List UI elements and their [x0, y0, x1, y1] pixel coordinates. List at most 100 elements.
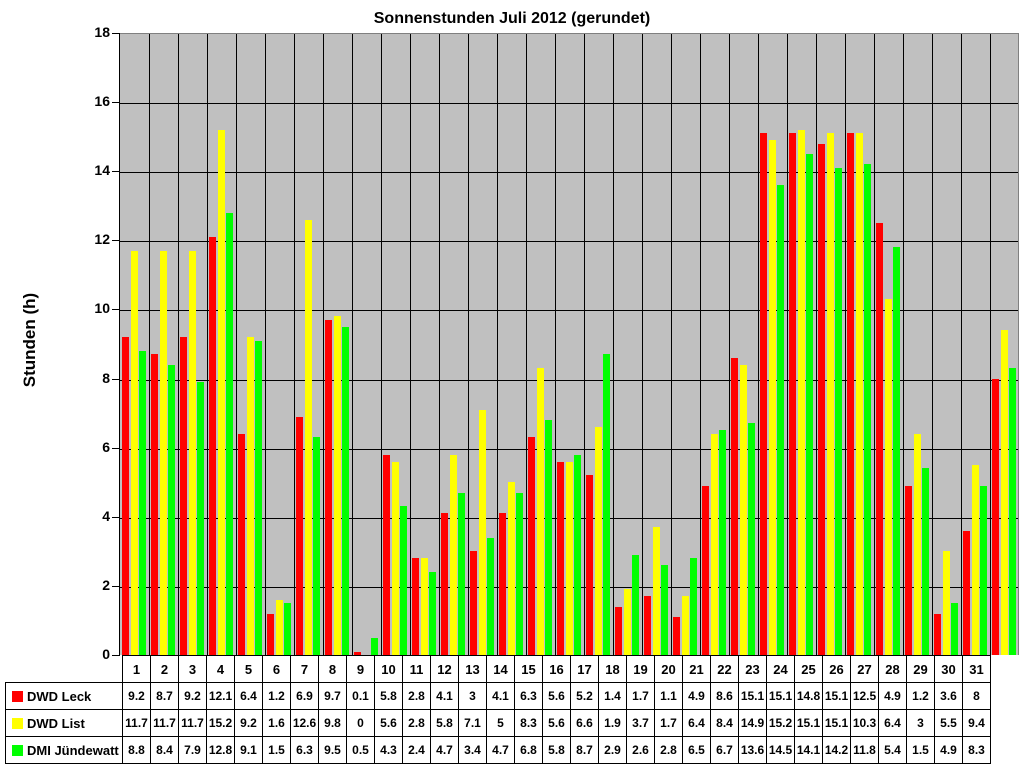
table-cell: 15.1	[822, 682, 851, 710]
day-label: 25	[794, 655, 823, 683]
day-label: 6	[262, 655, 291, 683]
bar-dmi-j-ndewatt	[690, 558, 698, 655]
day-label: 18	[598, 655, 627, 683]
table-cell: 15.2	[206, 709, 235, 737]
day-label: 8	[318, 655, 347, 683]
table-cell: 6.4	[234, 682, 263, 710]
table-cell: 12.1	[206, 682, 235, 710]
table-cell: 1.2	[262, 682, 291, 710]
bar-dmi-j-ndewatt	[458, 492, 466, 655]
bar-dwd-list	[188, 250, 196, 655]
table-cell: 9.2	[178, 682, 207, 710]
day-label: 30	[934, 655, 963, 683]
table-cell: 4.9	[934, 736, 963, 764]
table-cell: 6.5	[682, 736, 711, 764]
table-cell: 8.7	[150, 682, 179, 710]
day-label: 1	[122, 655, 151, 683]
y-axis-line	[119, 33, 120, 655]
day-label: 7	[290, 655, 319, 683]
table-cell: 8.3	[962, 736, 991, 764]
bar-dwd-list	[159, 250, 167, 655]
table-cell: 9.5	[318, 736, 347, 764]
bar-dwd-leck	[412, 558, 419, 655]
day-label: 2	[150, 655, 179, 683]
day-label: 3	[178, 655, 207, 683]
v-gridline	[816, 34, 817, 655]
day-label: 13	[458, 655, 487, 683]
bar-dwd-list	[710, 433, 718, 655]
table-cell: 1.5	[262, 736, 291, 764]
bar-dwd-leck	[818, 143, 825, 655]
table-cell: 3.6	[934, 682, 963, 710]
table-cell: 1.7	[654, 709, 683, 737]
bar-dwd-list	[565, 461, 573, 655]
y-tick-label: 16	[94, 93, 110, 110]
bar-dmi-j-ndewatt	[980, 485, 988, 655]
day-label: 9	[346, 655, 375, 683]
bar-dwd-list	[507, 482, 515, 655]
table-cell: 2.4	[402, 736, 431, 764]
table-cell: 15.2	[766, 709, 795, 737]
bar-dmi-j-ndewatt	[342, 326, 350, 655]
bar-dmi-j-ndewatt	[864, 164, 872, 655]
v-gridline	[845, 34, 846, 655]
bar-dmi-j-ndewatt	[835, 167, 843, 655]
table-cell: 8.6	[710, 682, 739, 710]
y-tick-mark	[112, 516, 120, 518]
bar-dmi-j-ndewatt	[400, 506, 408, 655]
day-label: 14	[486, 655, 515, 683]
table-cell: 8.8	[122, 736, 151, 764]
bar-dwd-list	[826, 133, 834, 655]
v-gridline	[932, 34, 933, 655]
bar-dmi-j-ndewatt	[951, 603, 959, 655]
table-cell: 4.9	[878, 682, 907, 710]
table-cell: 3.4	[458, 736, 487, 764]
bar-dmi-j-ndewatt	[313, 437, 321, 655]
bar-dmi-j-ndewatt	[487, 537, 495, 655]
table-cell: 6.3	[514, 682, 543, 710]
table-cell: 2.6	[626, 736, 655, 764]
table-cell: 8.3	[514, 709, 543, 737]
bar-dwd-leck	[557, 461, 564, 655]
bar-dwd-list	[275, 599, 283, 655]
table-cell: 11.7	[122, 709, 151, 737]
table-cell: 7.9	[178, 736, 207, 764]
v-gridline	[613, 34, 614, 655]
bar-dwd-leck	[876, 223, 883, 655]
bar-dwd-leck	[760, 133, 767, 655]
bar-dmi-j-ndewatt	[777, 185, 785, 655]
v-gridline	[178, 34, 179, 655]
table-cell: 14.5	[766, 736, 795, 764]
table-cell: 1.9	[598, 709, 627, 737]
y-tick-mark	[112, 171, 120, 173]
v-gridline	[758, 34, 759, 655]
plot-area	[120, 33, 1019, 655]
bar-dwd-list	[623, 589, 631, 655]
table-cell: 9.7	[318, 682, 347, 710]
bar-dmi-j-ndewatt	[545, 420, 553, 655]
table-cell: 14.9	[738, 709, 767, 737]
table-cell: 0	[346, 709, 375, 737]
table-cell: 5.6	[374, 709, 403, 737]
table-cell: 4.9	[682, 682, 711, 710]
table-cell: 15.1	[822, 709, 851, 737]
data-table: 1 2 3 4 5 6 7 8 9 10 11 12 13 14 15 16 17 18 19 20 21 22 23 24 2…	[5, 655, 991, 764]
table-cell: 6.9	[290, 682, 319, 710]
bar-dwd-list	[333, 316, 341, 655]
table-cell: 9.2	[234, 709, 263, 737]
v-gridline	[497, 34, 498, 655]
table-cell: 15.1	[766, 682, 795, 710]
bar-dwd-list	[1000, 330, 1008, 655]
day-label: 28	[878, 655, 907, 683]
chart-title: Sonnenstunden Juli 2012 (gerundet)	[373, 10, 651, 27]
table-cell: 14.1	[794, 736, 823, 764]
table-cell: 12.5	[850, 682, 879, 710]
table-cell: 5	[486, 709, 515, 737]
bar-dwd-list	[942, 551, 950, 655]
table-cell: 6.4	[682, 709, 711, 737]
bar-dwd-leck	[905, 485, 912, 655]
bar-dmi-j-ndewatt	[197, 382, 205, 655]
bar-dwd-list	[449, 454, 457, 655]
h-gridline	[120, 241, 1018, 243]
bar-dwd-leck	[963, 530, 970, 655]
